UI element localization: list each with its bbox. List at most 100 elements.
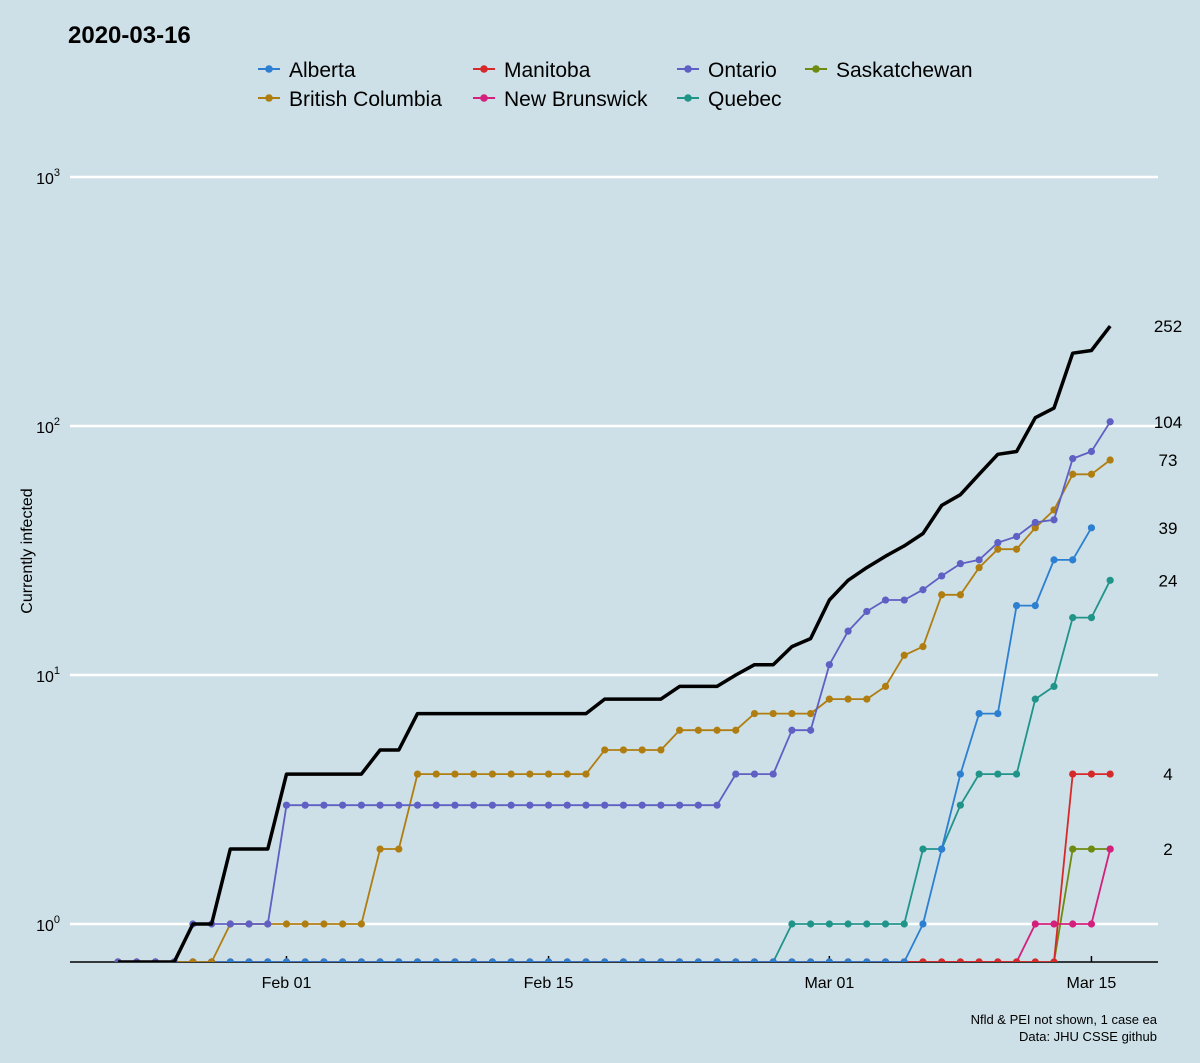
data-point bbox=[376, 845, 384, 853]
series-saskatchewan bbox=[114, 845, 1114, 962]
data-point bbox=[750, 958, 759, 962]
data-point bbox=[357, 958, 365, 962]
data-point bbox=[900, 920, 908, 928]
series-ontario bbox=[114, 418, 1114, 962]
legend-item: Manitoba bbox=[473, 59, 591, 82]
series-line bbox=[118, 527, 1093, 962]
data-point bbox=[320, 920, 328, 928]
data-point bbox=[1087, 845, 1096, 853]
data-point bbox=[357, 920, 365, 928]
data-point bbox=[1012, 532, 1021, 541]
data-point bbox=[807, 709, 815, 718]
data-point bbox=[1012, 770, 1021, 778]
data-point bbox=[1050, 516, 1058, 524]
data-point bbox=[694, 958, 702, 962]
data-point bbox=[881, 682, 890, 690]
data-point bbox=[676, 801, 684, 809]
series-british-columbia bbox=[114, 456, 1114, 962]
data-point bbox=[657, 958, 665, 962]
data-point bbox=[526, 801, 534, 809]
data-point bbox=[881, 958, 890, 962]
legend-item: British Columbia bbox=[258, 88, 442, 111]
x-tick-label: Feb 15 bbox=[524, 975, 574, 992]
data-point bbox=[638, 746, 646, 754]
data-point bbox=[339, 920, 347, 928]
data-point bbox=[376, 801, 384, 809]
data-point bbox=[825, 920, 833, 928]
data-point bbox=[881, 920, 890, 928]
data-point bbox=[638, 801, 646, 809]
data-point bbox=[1069, 770, 1077, 778]
data-point bbox=[488, 770, 496, 778]
legend-item: New Brunswick bbox=[473, 88, 648, 111]
data-point bbox=[788, 709, 796, 718]
data-point bbox=[713, 801, 721, 809]
caption-line: Data: JHU CSSE github bbox=[1019, 1029, 1157, 1044]
data-point bbox=[900, 958, 908, 962]
data-point bbox=[956, 591, 965, 599]
data-point bbox=[1031, 958, 1039, 962]
legend-item: Alberta bbox=[258, 59, 356, 82]
data-point bbox=[470, 801, 478, 809]
legend: Alberta British Columbia Manitoba New Bruns… bbox=[258, 59, 973, 111]
data-point bbox=[226, 920, 234, 928]
data-point bbox=[526, 770, 534, 778]
data-point bbox=[769, 958, 777, 962]
data-point bbox=[919, 958, 927, 962]
data-point bbox=[282, 920, 291, 928]
data-point bbox=[938, 958, 946, 962]
legend-label: Ontario bbox=[708, 59, 777, 82]
legend-label: Manitoba bbox=[504, 59, 591, 82]
data-point bbox=[807, 726, 815, 734]
data-point bbox=[956, 770, 965, 778]
legend-label: Quebec bbox=[708, 88, 782, 111]
data-point bbox=[975, 770, 983, 778]
data-point bbox=[676, 958, 684, 962]
legend-label: Alberta bbox=[289, 59, 356, 82]
data-point bbox=[1087, 614, 1096, 622]
data-point bbox=[1087, 770, 1096, 778]
data-point bbox=[732, 770, 740, 778]
data-point bbox=[975, 709, 983, 718]
data-point bbox=[507, 770, 515, 778]
data-point bbox=[900, 651, 908, 659]
data-point bbox=[601, 801, 609, 809]
data-point bbox=[413, 770, 422, 778]
gridlines bbox=[70, 175, 1158, 926]
data-point bbox=[1106, 576, 1114, 584]
data-point bbox=[395, 958, 403, 962]
chart-title: 2020-03-16 bbox=[68, 22, 191, 49]
data-point bbox=[938, 845, 946, 853]
data-point bbox=[1069, 920, 1077, 928]
data-point bbox=[844, 958, 852, 962]
data-point bbox=[788, 920, 796, 928]
data-point bbox=[301, 958, 309, 962]
data-point bbox=[994, 539, 1002, 547]
series-total bbox=[118, 325, 1112, 962]
y-tick-label: 100 bbox=[36, 914, 60, 935]
series-quebec bbox=[114, 576, 1114, 962]
data-point bbox=[1087, 470, 1096, 478]
data-point bbox=[1069, 454, 1077, 463]
data-point bbox=[282, 958, 291, 962]
y-tick-label: 103 bbox=[36, 167, 60, 188]
data-point bbox=[544, 958, 553, 962]
data-point bbox=[320, 958, 328, 962]
data-point bbox=[750, 770, 759, 778]
data-point bbox=[1031, 920, 1039, 928]
y-tick-label: 102 bbox=[36, 416, 60, 437]
data-point bbox=[282, 801, 291, 809]
data-point bbox=[1087, 524, 1096, 532]
legend-key-dot bbox=[480, 94, 488, 102]
data-point bbox=[1087, 920, 1096, 928]
data-point bbox=[638, 958, 646, 962]
data-point bbox=[844, 627, 852, 635]
data-point bbox=[863, 958, 871, 962]
caption: Nfld & PEI not shown, 1 case ea Data: JHU… bbox=[971, 1012, 1158, 1044]
legend-key-dot bbox=[684, 65, 692, 73]
data-point bbox=[339, 958, 347, 962]
data-point bbox=[713, 726, 721, 734]
data-point bbox=[1031, 695, 1039, 703]
data-point bbox=[788, 726, 796, 734]
data-point bbox=[919, 845, 927, 853]
